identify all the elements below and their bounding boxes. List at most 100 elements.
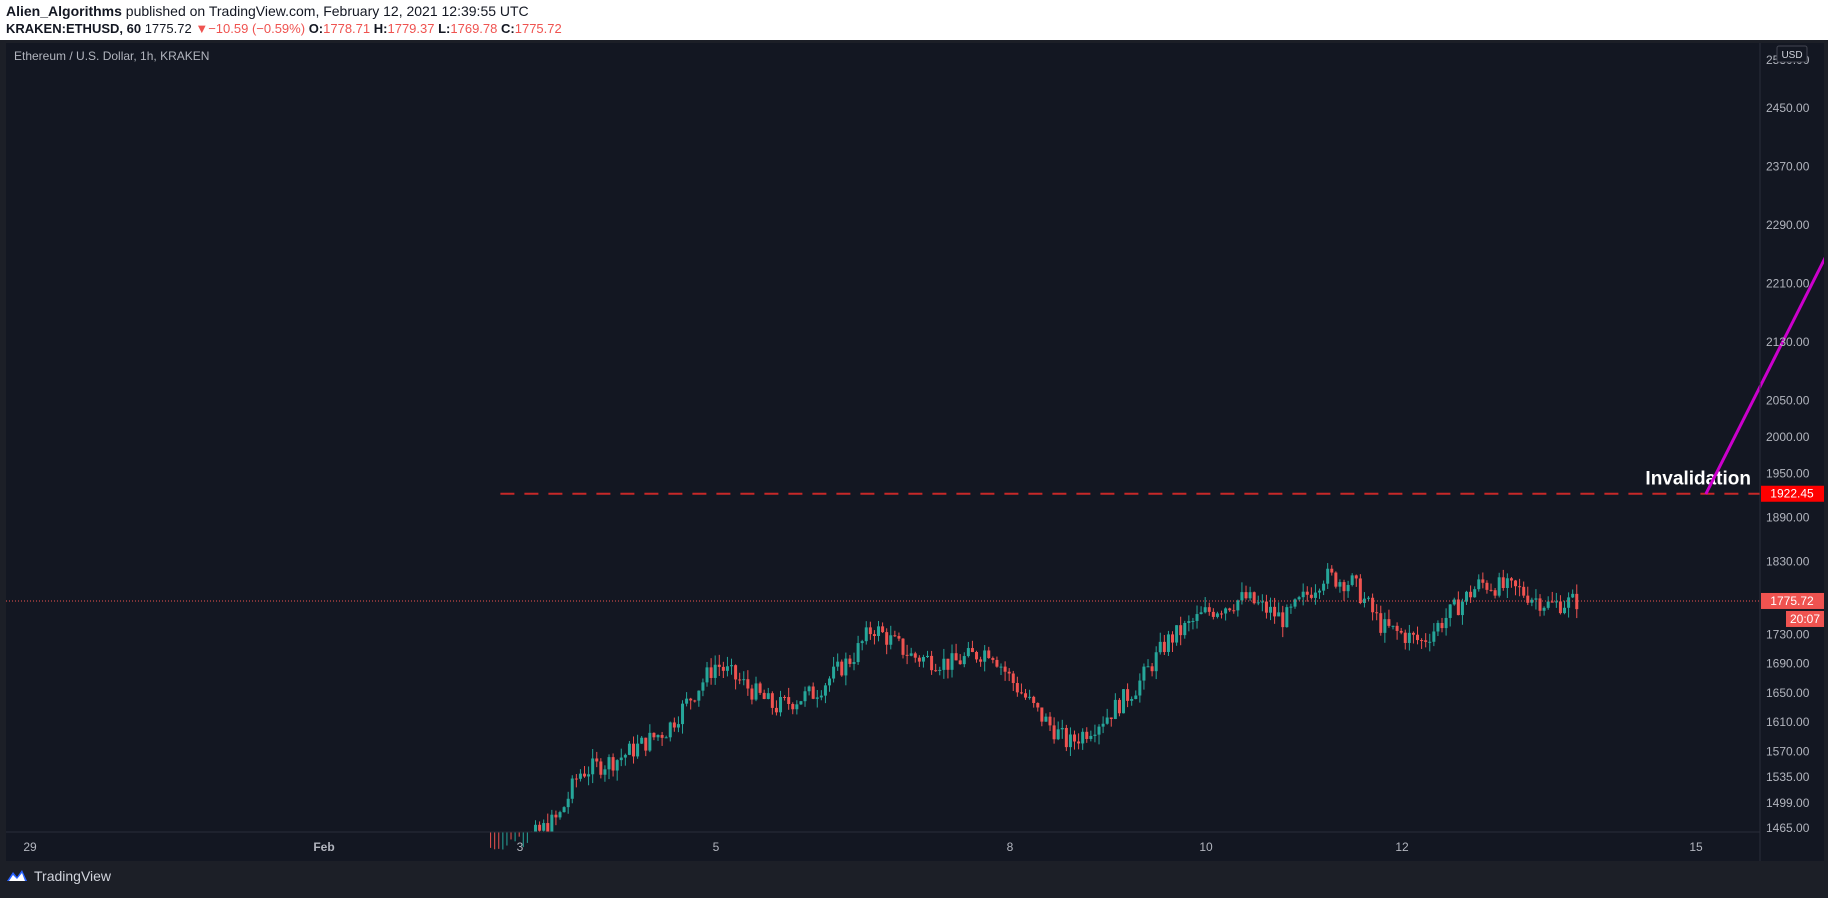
candle[interactable] xyxy=(1138,680,1142,696)
candle[interactable] xyxy=(811,686,815,699)
candle[interactable] xyxy=(1469,591,1473,598)
candle[interactable] xyxy=(930,655,934,671)
candle[interactable] xyxy=(762,692,766,699)
candle[interactable] xyxy=(1248,592,1252,599)
candle[interactable] xyxy=(791,703,795,710)
candle[interactable] xyxy=(1044,716,1048,722)
candle[interactable] xyxy=(975,651,979,660)
candle[interactable] xyxy=(1232,610,1236,612)
candle[interactable] xyxy=(1387,619,1391,626)
target-arrow[interactable] xyxy=(1704,145,1828,495)
candle[interactable] xyxy=(1162,641,1166,652)
candle[interactable] xyxy=(901,638,905,655)
candle[interactable] xyxy=(787,697,791,704)
candle[interactable] xyxy=(1305,591,1309,595)
candle[interactable] xyxy=(840,661,844,676)
candle[interactable] xyxy=(1293,599,1297,607)
candle[interactable] xyxy=(1154,652,1158,672)
candle[interactable] xyxy=(1403,632,1407,643)
candle[interactable] xyxy=(1346,584,1350,592)
candle[interactable] xyxy=(832,666,836,679)
candle[interactable] xyxy=(1207,607,1211,612)
candle[interactable] xyxy=(1191,620,1195,622)
candle[interactable] xyxy=(705,667,709,683)
candle[interactable] xyxy=(681,703,685,725)
candle[interactable] xyxy=(1297,597,1301,600)
time-axis[interactable]: 2729Feb3581012151719222426Mar xyxy=(6,840,1824,854)
candle[interactable] xyxy=(746,679,750,689)
candle[interactable] xyxy=(554,814,558,818)
candle[interactable] xyxy=(1465,591,1469,602)
candle[interactable] xyxy=(1175,625,1179,643)
candle[interactable] xyxy=(795,704,799,710)
candle[interactable] xyxy=(1199,612,1203,615)
candle[interactable] xyxy=(1122,689,1126,714)
candle[interactable] xyxy=(1220,613,1224,615)
candle[interactable] xyxy=(774,707,778,713)
candle[interactable] xyxy=(946,658,950,670)
candle[interactable] xyxy=(1105,717,1109,724)
candle[interactable] xyxy=(1179,625,1183,636)
candle[interactable] xyxy=(1028,696,1032,698)
candle[interactable] xyxy=(803,691,807,702)
candle[interactable] xyxy=(779,696,783,713)
candle[interactable] xyxy=(942,658,946,670)
candle[interactable] xyxy=(836,661,840,667)
candle[interactable] xyxy=(917,657,921,662)
candle[interactable] xyxy=(1456,599,1460,616)
candle[interactable] xyxy=(1085,731,1089,739)
candle[interactable] xyxy=(1350,575,1354,585)
candle[interactable] xyxy=(632,743,636,757)
candle[interactable] xyxy=(591,758,595,775)
price-axis[interactable]: 2530.002450.002370.002290.002210.002130.… xyxy=(1761,53,1824,835)
candle[interactable] xyxy=(1362,598,1366,604)
candle[interactable] xyxy=(950,653,954,670)
candle[interactable] xyxy=(856,643,860,663)
candle[interactable] xyxy=(1195,614,1199,621)
candle[interactable] xyxy=(1367,597,1371,599)
candle[interactable] xyxy=(672,722,676,728)
candle[interactable] xyxy=(1448,604,1452,618)
candle[interactable] xyxy=(1003,666,1007,672)
candle[interactable] xyxy=(623,754,627,758)
candle[interactable] xyxy=(1477,579,1481,590)
candle[interactable] xyxy=(1244,592,1248,599)
candle[interactable] xyxy=(1215,613,1219,617)
candle[interactable] xyxy=(1068,734,1072,748)
candle[interactable] xyxy=(1309,594,1313,598)
candle[interactable] xyxy=(954,653,958,661)
candle[interactable] xyxy=(1558,601,1562,614)
candle[interactable] xyxy=(897,636,901,639)
candle[interactable] xyxy=(1171,634,1175,643)
candle[interactable] xyxy=(615,760,619,771)
candle[interactable] xyxy=(603,769,607,775)
candle[interactable] xyxy=(652,732,656,738)
candle[interactable] xyxy=(1550,601,1554,603)
candle[interactable] xyxy=(1342,582,1346,592)
chart-frame[interactable]: InvalidationRough Invalidation Target 25… xyxy=(6,43,1828,861)
candle[interactable] xyxy=(1113,699,1117,720)
candle[interactable] xyxy=(815,697,819,699)
candle[interactable] xyxy=(962,656,966,665)
candle[interactable] xyxy=(1497,577,1501,596)
candle[interactable] xyxy=(1522,586,1526,596)
candle[interactable] xyxy=(1252,592,1256,604)
candle[interactable] xyxy=(893,635,897,637)
candle[interactable] xyxy=(574,778,578,780)
candle[interactable] xyxy=(627,743,631,755)
candle[interactable] xyxy=(852,662,856,664)
candle[interactable] xyxy=(1224,608,1228,614)
candle[interactable] xyxy=(966,648,970,657)
candle[interactable] xyxy=(1032,696,1036,703)
candle[interactable] xyxy=(1056,729,1060,740)
candle[interactable] xyxy=(1530,599,1534,603)
candle[interactable] xyxy=(1024,693,1028,698)
candle[interactable] xyxy=(1285,607,1289,628)
candle[interactable] xyxy=(583,773,587,777)
candle[interactable] xyxy=(693,700,697,702)
candle[interactable] xyxy=(909,653,913,656)
candle[interactable] xyxy=(1407,632,1411,643)
candle[interactable] xyxy=(1048,716,1052,726)
candle[interactable] xyxy=(848,658,852,664)
candle[interactable] xyxy=(562,807,566,813)
